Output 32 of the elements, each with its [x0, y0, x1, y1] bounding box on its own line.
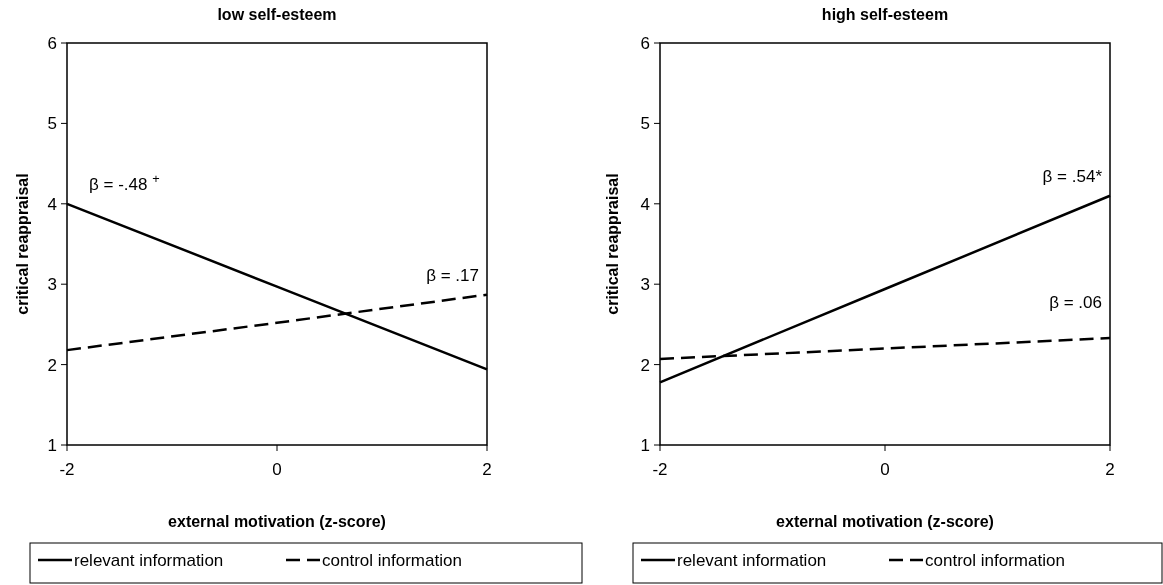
y-tick-label: 4 [47, 194, 57, 214]
x-tick-label: 2 [1105, 460, 1115, 479]
annotation: β = .54* [1042, 166, 1103, 186]
legend-label: control information [925, 550, 1065, 570]
y-tick-label: 5 [640, 114, 650, 134]
x-tick-label: 0 [880, 460, 890, 479]
legend-label: relevant information [74, 550, 224, 570]
y-tick-label: 6 [640, 33, 650, 53]
y-tick-label: 3 [640, 275, 650, 295]
y-tick-label: 2 [640, 355, 650, 375]
x-tick-label: -2 [652, 460, 668, 479]
x-tick-label: 2 [482, 460, 492, 479]
annotation: β = .17 [426, 265, 479, 285]
legend-label: relevant information [677, 550, 827, 570]
x-tick-label: -2 [59, 460, 75, 479]
y-tick-label: 4 [640, 194, 650, 214]
y-tick-label: 3 [47, 275, 57, 295]
x-axis-title: external motivation (z-score) [776, 513, 994, 530]
legend-label: control information [322, 550, 462, 570]
x-axis-title: external motivation (z-score) [168, 513, 386, 530]
y-axis-title: critical reappraisal [14, 173, 31, 315]
y-axis-title: critical reappraisal [604, 173, 621, 315]
y-tick-label: 1 [640, 435, 650, 455]
annotation: β = .06 [1049, 293, 1102, 313]
y-tick-label: 1 [47, 435, 57, 455]
x-tick-label: 0 [272, 460, 282, 479]
chart-title: high self-esteem [821, 6, 949, 23]
chart-title: low self-esteem [217, 6, 337, 23]
y-tick-label: 5 [47, 114, 57, 134]
y-tick-label: 6 [47, 33, 57, 53]
y-tick-label: 2 [47, 355, 57, 375]
annotation: β = -.48 $^{+}$ [89, 170, 160, 194]
